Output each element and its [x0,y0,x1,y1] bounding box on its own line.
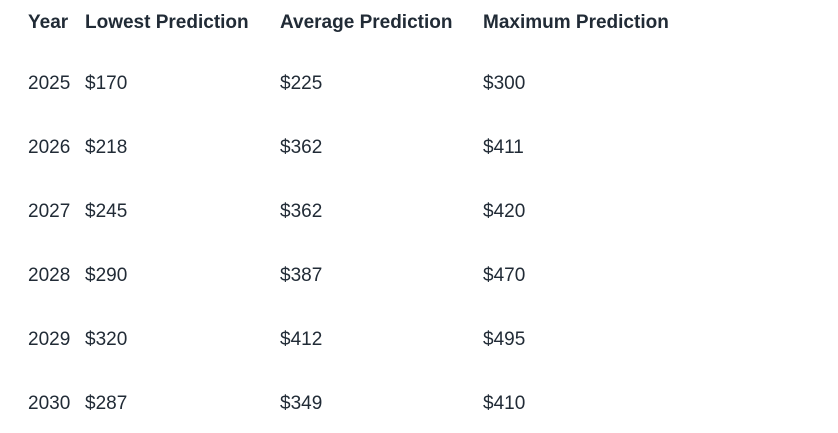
maximum-prediction-cell: $420 [483,201,526,222]
maximum-prediction-cell: $495 [483,329,526,350]
lowest-prediction-cell: $170 [85,73,128,94]
average-prediction-cell: $225 [280,73,323,94]
lowest-prediction-cell: $320 [85,329,128,350]
lowest-prediction-cell: $245 [85,201,128,222]
year-cell: 2029 [28,329,71,350]
average-prediction-cell: $412 [280,329,323,350]
average-prediction-cell: $362 [280,137,323,158]
table-row: 2030 $287 $349 $410 [28,372,793,433]
table-row: 2027 $245 $362 $420 [28,180,793,244]
lowest-prediction-cell: $290 [85,265,128,286]
average-prediction-cell: $349 [280,393,323,414]
table-row: 2025 $170 $225 $300 [28,52,793,116]
year-cell: 2026 [28,137,71,158]
table-row: 2029 $320 $412 $495 [28,308,793,372]
column-header-maximum: Maximum Prediction [483,12,669,33]
column-header-year: Year [28,12,69,33]
maximum-prediction-cell: $411 [483,137,524,158]
lowest-prediction-cell: $287 [85,393,128,414]
maximum-prediction-cell: $410 [483,393,526,414]
maximum-prediction-cell: $470 [483,265,526,286]
lowest-prediction-cell: $218 [85,137,128,158]
table-row: 2026 $218 $362 $411 [28,116,793,180]
maximum-prediction-cell: $300 [483,73,526,94]
average-prediction-cell: $387 [280,265,323,286]
table-header-row: Year Lowest Prediction Average Predictio… [28,12,793,52]
column-header-average: Average Prediction [280,12,453,33]
year-cell: 2025 [28,73,71,94]
year-cell: 2028 [28,265,71,286]
column-header-lowest: Lowest Prediction [85,12,249,33]
year-cell: 2030 [28,393,71,414]
year-cell: 2027 [28,201,71,222]
table-row: 2028 $290 $387 $470 [28,244,793,308]
price-predictions-table: Year Lowest Prediction Average Predictio… [28,12,793,433]
average-prediction-cell: $362 [280,201,323,222]
